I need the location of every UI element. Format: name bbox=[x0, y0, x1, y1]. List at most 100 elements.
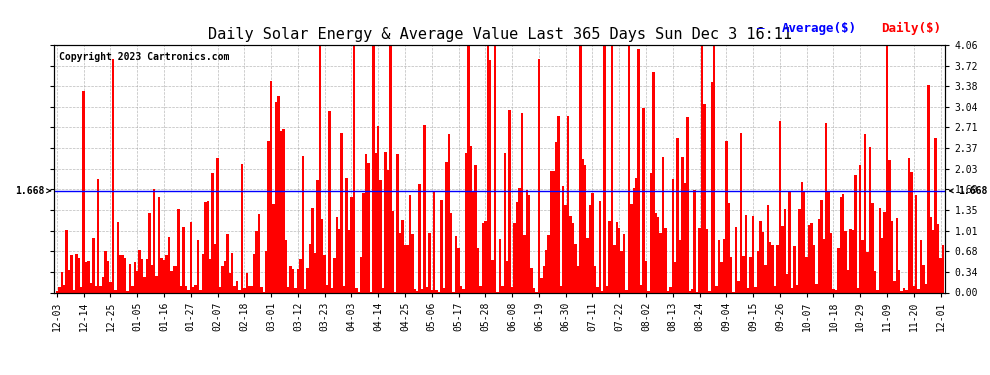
Bar bbox=[766, 206, 769, 292]
Bar bbox=[197, 240, 199, 292]
Bar bbox=[255, 231, 257, 292]
Bar bbox=[669, 287, 671, 292]
Bar bbox=[759, 221, 761, 292]
Bar bbox=[647, 291, 649, 292]
Bar bbox=[65, 230, 68, 292]
Bar bbox=[635, 178, 638, 292]
Bar bbox=[594, 266, 596, 292]
Bar bbox=[764, 265, 766, 292]
Bar bbox=[433, 192, 436, 292]
Bar bbox=[447, 134, 450, 292]
Bar bbox=[299, 259, 302, 292]
Bar bbox=[825, 123, 828, 292]
Bar bbox=[818, 219, 820, 292]
Bar bbox=[272, 204, 275, 292]
Bar bbox=[803, 192, 806, 292]
Bar bbox=[244, 288, 246, 292]
Bar bbox=[544, 251, 547, 292]
Bar bbox=[474, 165, 477, 292]
Bar bbox=[930, 217, 932, 292]
Bar bbox=[365, 154, 367, 292]
Bar bbox=[219, 287, 221, 292]
Bar bbox=[567, 116, 569, 292]
Bar bbox=[783, 209, 786, 292]
Bar bbox=[75, 254, 77, 292]
Bar bbox=[127, 291, 129, 292]
Bar bbox=[70, 255, 72, 292]
Bar bbox=[109, 282, 112, 292]
Bar bbox=[740, 133, 742, 292]
Bar bbox=[742, 255, 744, 292]
Bar bbox=[504, 153, 506, 292]
Bar bbox=[747, 288, 749, 292]
Bar bbox=[851, 230, 854, 292]
Bar bbox=[798, 209, 801, 292]
Bar bbox=[324, 255, 326, 292]
Bar bbox=[813, 244, 815, 292]
Bar bbox=[501, 286, 504, 292]
Bar bbox=[761, 232, 764, 292]
Bar bbox=[611, 46, 613, 292]
Bar bbox=[491, 260, 494, 292]
Bar bbox=[689, 291, 691, 292]
Bar bbox=[918, 289, 920, 292]
Bar bbox=[903, 288, 905, 292]
Bar bbox=[338, 230, 341, 292]
Bar bbox=[815, 284, 818, 292]
Bar bbox=[294, 288, 297, 292]
Text: Average($): Average($) bbox=[782, 22, 857, 34]
Bar bbox=[469, 146, 472, 292]
Bar bbox=[713, 46, 716, 292]
Bar bbox=[849, 228, 851, 292]
Bar bbox=[326, 285, 329, 292]
Bar bbox=[187, 290, 189, 292]
Bar bbox=[744, 214, 747, 292]
Bar bbox=[833, 288, 835, 292]
Bar bbox=[774, 286, 776, 292]
Bar bbox=[584, 165, 586, 292]
Bar bbox=[935, 138, 937, 292]
Bar bbox=[509, 110, 511, 292]
Bar bbox=[194, 285, 197, 292]
Bar bbox=[411, 234, 414, 292]
Bar bbox=[265, 251, 267, 292]
Bar bbox=[401, 220, 404, 292]
Bar bbox=[99, 286, 102, 292]
Bar bbox=[626, 290, 628, 292]
Bar bbox=[908, 158, 910, 292]
Bar bbox=[638, 50, 640, 292]
Bar bbox=[842, 194, 844, 292]
Bar bbox=[873, 271, 876, 292]
Bar bbox=[297, 270, 299, 292]
Bar bbox=[681, 157, 684, 292]
Bar bbox=[284, 240, 287, 292]
Bar bbox=[559, 286, 562, 292]
Bar bbox=[387, 170, 389, 292]
Bar bbox=[486, 46, 489, 292]
Bar bbox=[136, 271, 139, 292]
Bar bbox=[693, 190, 696, 292]
Bar bbox=[721, 261, 723, 292]
Title: Daily Solar Energy & Average Value Last 365 Days Sun Dec 3 16:11: Daily Solar Energy & Average Value Last … bbox=[208, 27, 792, 42]
Bar bbox=[224, 261, 226, 292]
Bar bbox=[90, 283, 92, 292]
Bar bbox=[307, 268, 309, 292]
Bar bbox=[937, 224, 940, 292]
Bar bbox=[871, 202, 873, 292]
Bar bbox=[511, 287, 514, 292]
Bar bbox=[940, 258, 941, 292]
Bar bbox=[806, 257, 808, 292]
Bar bbox=[382, 288, 384, 292]
Bar bbox=[360, 257, 362, 292]
Bar bbox=[279, 130, 282, 292]
Bar bbox=[898, 270, 901, 292]
Bar bbox=[122, 255, 124, 292]
Bar bbox=[241, 164, 244, 292]
Bar bbox=[314, 253, 316, 292]
Bar bbox=[599, 201, 601, 292]
Bar bbox=[621, 251, 623, 292]
Bar bbox=[267, 141, 270, 292]
Bar bbox=[246, 273, 248, 292]
Bar bbox=[150, 265, 153, 292]
Bar bbox=[606, 286, 608, 292]
